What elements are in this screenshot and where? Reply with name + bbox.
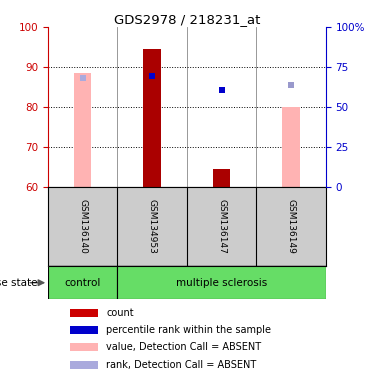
Text: value, Detection Call = ABSENT: value, Detection Call = ABSENT <box>107 342 262 352</box>
Bar <box>213 169 230 187</box>
Bar <box>118 266 326 299</box>
Bar <box>144 49 161 187</box>
Bar <box>48 266 118 299</box>
Text: percentile rank within the sample: percentile rank within the sample <box>107 325 271 335</box>
Text: disease state: disease state <box>0 278 37 288</box>
Text: GSM136140: GSM136140 <box>78 199 87 254</box>
Text: GSM134953: GSM134953 <box>148 199 157 254</box>
Text: control: control <box>65 278 101 288</box>
Bar <box>74 73 91 187</box>
Text: multiple sclerosis: multiple sclerosis <box>176 278 267 288</box>
Title: GDS2978 / 218231_at: GDS2978 / 218231_at <box>114 13 260 26</box>
Bar <box>70 326 98 334</box>
Bar <box>282 107 300 187</box>
Bar <box>70 343 98 351</box>
Text: GSM136149: GSM136149 <box>286 199 295 254</box>
Bar <box>70 309 98 317</box>
Text: count: count <box>107 308 134 318</box>
Text: rank, Detection Call = ABSENT: rank, Detection Call = ABSENT <box>107 360 257 370</box>
Bar <box>70 361 98 369</box>
Text: GSM136147: GSM136147 <box>217 199 226 254</box>
